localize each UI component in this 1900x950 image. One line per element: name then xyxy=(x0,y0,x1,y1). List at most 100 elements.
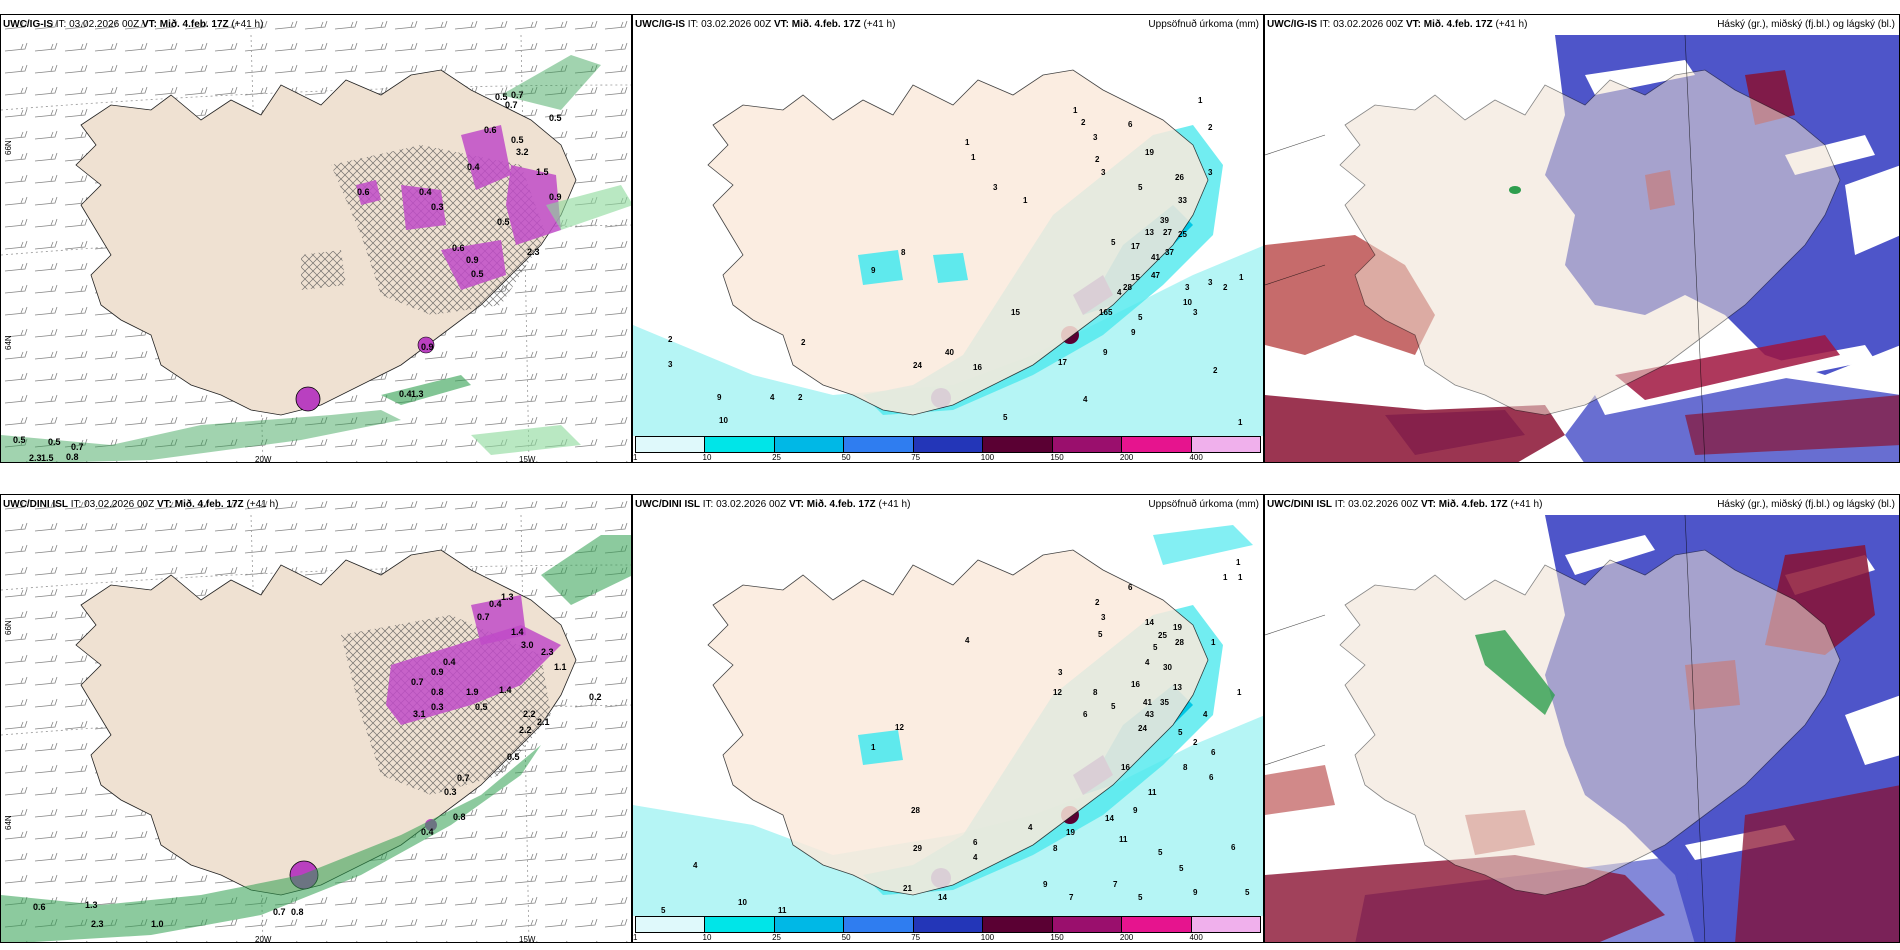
value-label: 1 xyxy=(971,153,976,162)
value-label: 1 xyxy=(1223,573,1228,582)
value-label: 5 xyxy=(1179,864,1184,873)
value-label: 0.5 xyxy=(48,437,61,447)
value-label: 3 xyxy=(1193,308,1198,317)
value-label: 14 xyxy=(1105,814,1114,823)
value-label: 9 xyxy=(1133,806,1138,815)
value-label: 0.4 xyxy=(489,599,502,609)
value-label: 24 xyxy=(1138,724,1147,733)
precip-map: 1 2 1 2 3 6 1 19 2 3 26 3 1 3 33 1 5 39 … xyxy=(633,69,1263,462)
value-label: 1.3 xyxy=(411,389,424,399)
value-label: 1 xyxy=(965,138,970,147)
colorbar: 1 10 25 50 75 100 150 200 400 xyxy=(633,436,1263,462)
colorbar-swatch xyxy=(1191,437,1260,452)
value-label: 2.3 xyxy=(527,247,540,257)
value-label: 0.9 xyxy=(466,255,479,265)
cloud-map xyxy=(1265,15,1899,462)
value-label: 4 xyxy=(1028,823,1033,832)
value-label: 1 xyxy=(1198,96,1203,105)
value-label: 2 xyxy=(1081,118,1086,127)
value-label: 0.4 xyxy=(399,389,412,399)
value-label: 5 xyxy=(1138,893,1143,902)
value-label: 0.6 xyxy=(33,902,46,912)
value-label: 2 xyxy=(1193,738,1198,747)
lat-label: 66N xyxy=(4,620,13,635)
panel-header: UWC/DINI ISL IT: 03.02.2026 00Z VT: Mið.… xyxy=(3,499,279,510)
value-label: 6 xyxy=(973,838,978,847)
value-label: 3 xyxy=(993,183,998,192)
colorbar-swatch xyxy=(636,437,706,452)
value-label: 16 xyxy=(973,363,982,372)
value-label: 9 xyxy=(1043,880,1048,889)
value-label: 4 xyxy=(1083,395,1088,404)
value-label: 5 xyxy=(1003,413,1008,422)
value-label: 2.2 xyxy=(523,709,536,719)
value-label: 19 xyxy=(1066,828,1075,837)
value-label: 9 xyxy=(717,393,722,402)
value-label: 43 xyxy=(1145,710,1154,719)
colorbar-swatch xyxy=(705,437,775,452)
panel-title: Uppsöfnuð úrkoma (mm) xyxy=(1148,19,1259,30)
value-label: 0.3 xyxy=(444,787,457,797)
value-label: 1 xyxy=(1023,196,1028,205)
value-label: 0.6 xyxy=(452,243,465,253)
value-label: 27 xyxy=(1163,228,1172,237)
lat-label: 66N xyxy=(4,140,13,155)
value-label: 1.9 xyxy=(466,687,479,697)
value-label: 11 xyxy=(778,906,787,915)
value-label: 1.4 xyxy=(499,685,512,695)
value-label: 3 xyxy=(1208,278,1213,287)
value-label: 0.9 xyxy=(421,342,434,352)
value-label: 0.7 xyxy=(457,773,470,783)
colorbar-tick-label: 150 xyxy=(1050,933,1064,942)
lon-label: 15W xyxy=(519,935,536,943)
panel-header: UWC/IG-IS IT: 03.02.2026 00Z VT: Mið. 4.… xyxy=(1267,19,1528,30)
value-label: 30 xyxy=(1163,663,1172,672)
value-label: 4 xyxy=(1203,710,1208,719)
value-label: 0.9 xyxy=(549,192,562,202)
value-label: 1.3 xyxy=(501,592,514,602)
colorbar-tick-label: 75 xyxy=(911,453,921,462)
value-label: 16 xyxy=(1131,680,1140,689)
value-label: 6 xyxy=(1209,773,1214,782)
value-label: 1 xyxy=(1073,106,1078,115)
colorbar-swatch xyxy=(1122,917,1192,932)
value-label: 5 xyxy=(1138,313,1143,322)
value-label: 0.6 xyxy=(357,187,370,197)
colorbar-swatch xyxy=(1191,917,1260,932)
value-label: 11 xyxy=(1119,835,1128,844)
colorbar-tick-label: 10 xyxy=(702,453,712,462)
value-label: 4 xyxy=(965,636,970,645)
colorbar-swatch xyxy=(844,917,914,932)
value-label: 25 xyxy=(1158,631,1167,640)
colorbar-swatch xyxy=(1052,437,1123,452)
value-label: 2.1 xyxy=(537,717,550,727)
value-label: 0.4 xyxy=(419,187,432,197)
colorbar-swatch xyxy=(774,917,845,932)
panel-header: UWC/IG-IS IT: 03.02.2026 00Z VT: Mið. 4.… xyxy=(3,19,264,30)
value-label: 10 xyxy=(719,416,728,425)
value-label: 1 xyxy=(1237,688,1242,697)
value-label: 17 xyxy=(1131,242,1140,251)
value-label: 26 xyxy=(1175,173,1184,182)
map-panel-bottom-left: UWC/DINI ISL IT: 03.02.2026 00Z VT: Mið.… xyxy=(0,494,632,943)
value-label: 0.5 xyxy=(511,135,524,145)
value-label: 0.8 xyxy=(453,812,466,822)
value-label: 12 xyxy=(895,723,904,732)
value-label: 2 xyxy=(1223,283,1228,292)
value-label: 5 xyxy=(1108,308,1113,317)
value-label: 3.2 xyxy=(516,147,529,157)
precip-map: 1 1 1 6 2 14 19 3 5 25 28 1 5 4 4 30 16 … xyxy=(633,525,1263,942)
value-label: 6 xyxy=(1128,583,1133,592)
value-label: 2 xyxy=(668,335,673,344)
value-label: 1 xyxy=(1238,573,1243,582)
colorbar-swatch xyxy=(705,917,775,932)
value-label: 0.8 xyxy=(66,452,79,462)
value-label: 15 xyxy=(1131,273,1140,282)
value-label: 1.3 xyxy=(85,900,98,910)
value-label: 8 xyxy=(1053,844,1058,853)
panel-title: Háský (gr.), miðský (fj.bl.) og lágský (… xyxy=(1717,19,1895,30)
value-label: 28 xyxy=(1175,638,1184,647)
value-label: 0.4 xyxy=(443,657,456,667)
cloud-map xyxy=(1265,495,1899,942)
value-label: 19 xyxy=(1173,623,1182,632)
